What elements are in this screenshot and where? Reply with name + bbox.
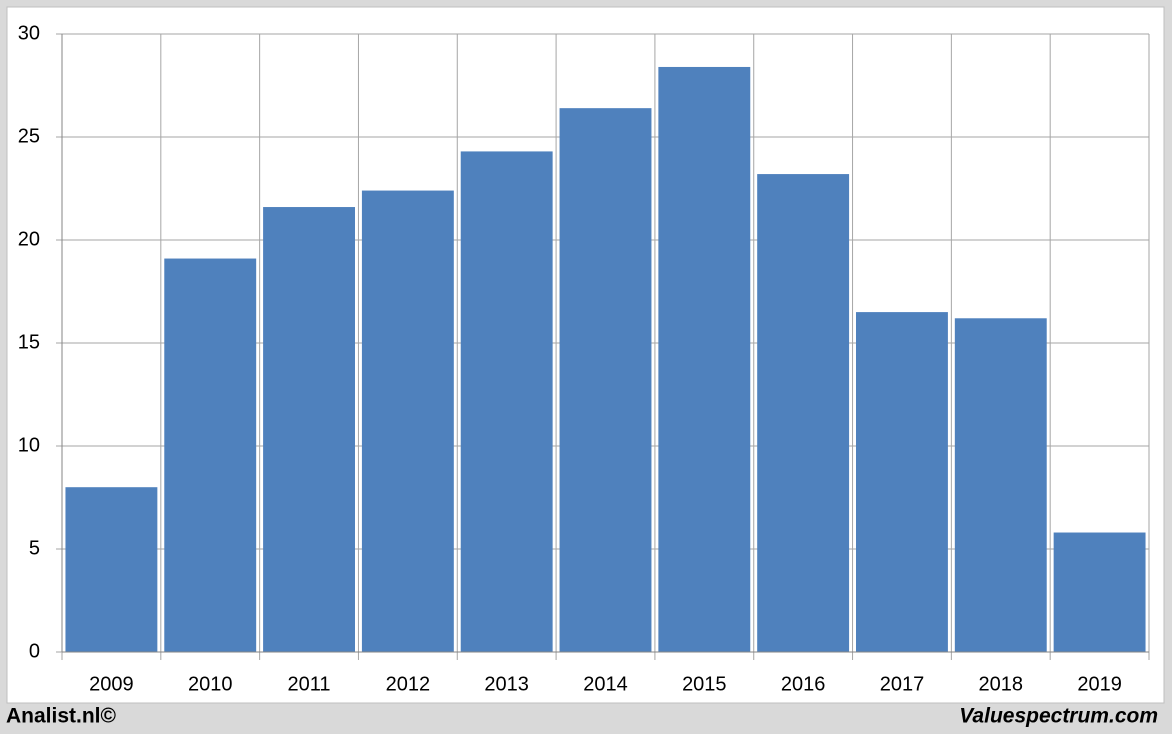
y-tick-label: 20: [18, 228, 40, 250]
y-tick-label: 5: [29, 537, 40, 559]
y-tick-label: 0: [29, 640, 40, 662]
bar: [460, 151, 553, 653]
bar: [164, 258, 257, 652]
y-tick-label: 15: [18, 331, 40, 353]
bar: [856, 312, 948, 652]
x-tick-label: 2016: [781, 673, 826, 695]
y-tick-label: 25: [18, 125, 40, 147]
bar: [559, 108, 652, 652]
footer-right: Valuespectrum.com: [959, 705, 1158, 728]
bar: [658, 66, 751, 652]
y-tick-label: 30: [18, 22, 40, 44]
x-tick-label: 2018: [979, 673, 1024, 695]
footer-left: Analist.nl©: [6, 705, 117, 728]
x-tick-label: 2013: [484, 673, 529, 695]
x-tick-label: 2015: [682, 673, 727, 695]
bar: [65, 487, 158, 652]
x-tick-label: 2019: [1077, 673, 1122, 695]
bar: [1053, 532, 1146, 652]
x-tick-label: 2009: [89, 673, 134, 695]
x-tick-label: 2012: [386, 673, 431, 695]
x-tick-label: 2014: [583, 673, 628, 695]
y-tick-label: 10: [18, 434, 40, 456]
bar: [954, 318, 1047, 652]
bar: [263, 207, 355, 653]
x-tick-label: 2010: [188, 673, 233, 695]
x-tick-label: 2017: [880, 673, 925, 695]
bar: [757, 174, 850, 652]
bar: [361, 190, 454, 652]
x-tick-label: 2011: [288, 673, 331, 695]
